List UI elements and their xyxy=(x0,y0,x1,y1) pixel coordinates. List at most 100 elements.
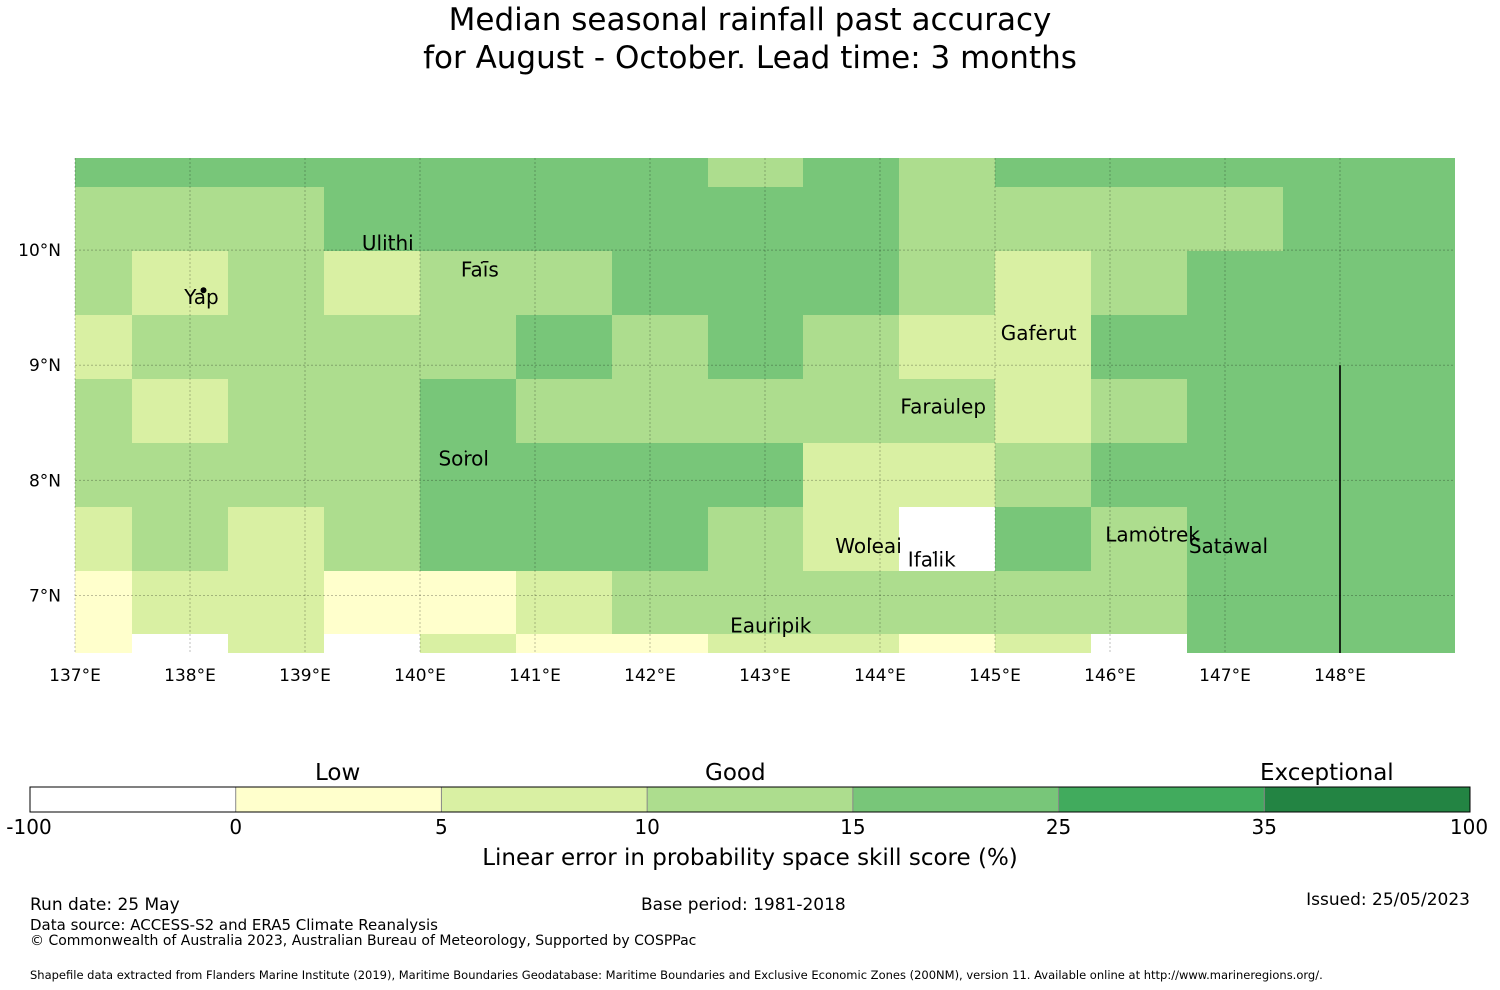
colorbar-bin xyxy=(235,787,442,812)
grid-cell xyxy=(324,251,420,315)
place-label: Faīs xyxy=(461,258,499,282)
longitude-tick-label: 145°E xyxy=(969,666,1021,686)
grid-cell xyxy=(132,315,228,379)
data-source: Data source: ACCESS-S2 and ERA5 Climate … xyxy=(30,916,438,934)
grid-cell xyxy=(995,571,1091,634)
grid-cell xyxy=(75,507,132,571)
grid-cell xyxy=(612,379,708,443)
grid-cell xyxy=(899,158,995,187)
grid-cell xyxy=(516,187,612,251)
grid-cell xyxy=(132,507,228,571)
grid-cell xyxy=(708,158,803,187)
grid-cell xyxy=(612,634,708,653)
island-marker xyxy=(771,617,774,620)
grid-cell xyxy=(803,379,899,443)
grid-cell xyxy=(75,379,132,443)
island-marker xyxy=(869,537,872,540)
island-marker xyxy=(944,398,947,401)
grid-cell xyxy=(995,158,1091,187)
colorbar-tick-label: 5 xyxy=(435,815,448,839)
grid-cell xyxy=(803,187,899,251)
grid-cell xyxy=(1187,571,1283,634)
latitude-tick-label: 8°N xyxy=(29,471,61,491)
grid-cell xyxy=(228,571,324,634)
grid-cell xyxy=(708,571,803,634)
longitude-tick-label: 137°E xyxy=(49,666,101,686)
grid-cell xyxy=(1091,634,1187,653)
grid-cell xyxy=(324,379,420,443)
grid-cell xyxy=(1187,379,1283,443)
colorbar-tick-label: -100 xyxy=(6,815,52,839)
grid-cell xyxy=(612,443,708,507)
colorbar-bin xyxy=(647,787,853,812)
grid-cell xyxy=(420,251,516,315)
grid-cell xyxy=(803,634,899,653)
map-title-line-2: for August - October. Lead time: 3 month… xyxy=(423,40,1077,76)
colorbar-bin xyxy=(1264,787,1470,812)
grid-cell xyxy=(995,443,1091,507)
colorbar-category-exceptional: Exceptional xyxy=(1260,760,1394,786)
island-marker xyxy=(200,287,207,294)
grid-cell xyxy=(708,443,803,507)
colorbar-bin xyxy=(852,787,1059,812)
grid-cell xyxy=(803,571,899,634)
grid-cell xyxy=(324,507,420,571)
grid-cell xyxy=(516,571,612,634)
grid-cell xyxy=(420,507,516,571)
grid-cell xyxy=(1341,315,1455,379)
grid-cell xyxy=(132,251,228,315)
grid-cell xyxy=(1283,379,1341,443)
grid-cell xyxy=(132,571,228,634)
place-label: Sorol xyxy=(438,446,489,470)
grid-cell xyxy=(1341,443,1455,507)
grid-cell xyxy=(1187,251,1283,315)
grid-cell xyxy=(1283,507,1341,571)
grid-cell xyxy=(228,443,324,507)
grid-cell xyxy=(899,634,995,653)
grid-cell xyxy=(803,158,899,187)
colorbar-tick-label: 35 xyxy=(1251,815,1278,839)
grid-cell xyxy=(995,187,1091,251)
grid-cell xyxy=(612,251,708,315)
grid-cell xyxy=(899,379,995,443)
grid-cell xyxy=(324,634,420,653)
grid-cell xyxy=(75,315,132,379)
grid-cell xyxy=(324,315,420,379)
run-date: Run date: 25 May xyxy=(30,895,180,915)
grid-cell xyxy=(75,251,132,315)
grid-cell xyxy=(899,251,995,315)
grid-cell xyxy=(1187,315,1283,379)
base-period: Base period: 1981-2018 xyxy=(641,895,846,915)
grid-cell xyxy=(899,443,995,507)
island-marker xyxy=(1039,324,1042,327)
island-marker xyxy=(480,261,483,264)
grid-cell xyxy=(1283,634,1341,653)
grid-cell xyxy=(75,443,132,507)
place-label: Eauripik xyxy=(730,613,812,637)
grid-cell xyxy=(1283,571,1341,634)
longitude-tick-label: 140°E xyxy=(394,666,446,686)
colorbar-bin xyxy=(1058,787,1265,812)
copyright-note: © Commonwealth of Australia 2023, Austra… xyxy=(30,933,697,949)
grid-cell xyxy=(995,507,1091,571)
colorbar-frame xyxy=(29,786,1471,813)
grid-cell xyxy=(1341,379,1455,443)
grid-cell xyxy=(995,634,1091,653)
issued-date: Issued: 25/05/2023 xyxy=(1306,890,1470,910)
longitude-tick-label: 146°E xyxy=(1084,666,1136,686)
grid-cell xyxy=(1091,315,1187,379)
grid-cell xyxy=(75,187,132,251)
grid-cell xyxy=(1341,251,1455,315)
grid-cell xyxy=(612,315,708,379)
colorbar-category-good: Good xyxy=(705,760,766,786)
longitude-tick-label: 139°E xyxy=(279,666,331,686)
longitude-tick-label: 138°E xyxy=(164,666,216,686)
place-label: Woleai xyxy=(835,534,902,558)
place-label: Ifalik xyxy=(908,548,956,572)
grid-cell xyxy=(324,187,420,251)
grid-cell xyxy=(324,158,420,187)
grid-cell xyxy=(1283,158,1341,187)
grid-cell xyxy=(420,187,516,251)
map-title-line-1: Median seasonal rainfall past accuracy xyxy=(448,2,1052,38)
grid-cell xyxy=(803,443,899,507)
